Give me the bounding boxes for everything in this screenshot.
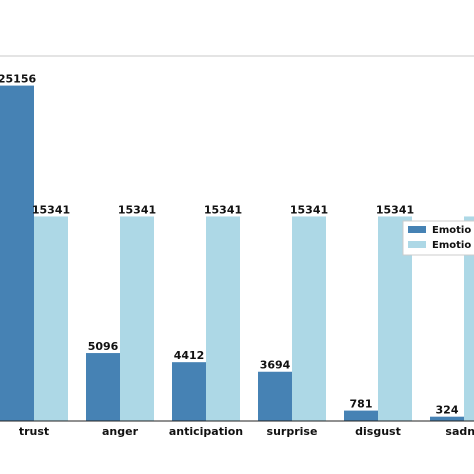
legend-label-series-1: Emotio bbox=[432, 225, 471, 236]
bar-series-2-trust bbox=[34, 216, 68, 421]
bar-series-1-trust bbox=[0, 85, 34, 421]
data-label-series-1-anticipation: 4412 bbox=[174, 349, 205, 362]
legend-swatch-series-1 bbox=[408, 226, 426, 233]
bars-group bbox=[0, 85, 474, 421]
bar-series-1-anger bbox=[86, 353, 120, 421]
legend-box bbox=[402, 220, 474, 256]
data-label-series-1-trust: 25156 bbox=[0, 73, 36, 86]
x-tick-label-disgust: disgust bbox=[355, 425, 401, 438]
bar-series-2-sadne bbox=[464, 216, 474, 421]
bar-series-1-disgust bbox=[344, 410, 378, 421]
data-labels-group: 25156 15341 5096 15341 4412 15341 3694 15341 781… bbox=[0, 73, 474, 417]
data-label-series-1-sadne: 324 bbox=[436, 404, 459, 417]
bar-series-2-anger bbox=[120, 216, 154, 421]
x-tick-label-sadne: sadne bbox=[445, 425, 474, 438]
x-tick-label-trust: trust bbox=[19, 425, 49, 438]
data-label-series-1-anger: 5096 bbox=[88, 340, 119, 353]
bar-series-2-anticipation bbox=[206, 216, 240, 421]
data-label-series-2-anger: 15341 bbox=[118, 203, 156, 216]
x-tick-label-anticipation: anticipation bbox=[169, 425, 243, 438]
bar-series-2-surprise bbox=[292, 216, 326, 421]
x-tick-label-anger: anger bbox=[102, 425, 139, 438]
x-tick-labels-group: trust anger anticipation surprise disgust sad… bbox=[19, 425, 474, 438]
data-label-series-1-surprise: 3694 bbox=[260, 359, 291, 372]
data-label-series-1-disgust: 781 bbox=[350, 398, 373, 411]
legend-label-series-2: Emotio bbox=[432, 240, 471, 251]
legend: Emotio Emotio bbox=[402, 220, 474, 256]
data-label-series-2-trust: 15341 bbox=[32, 203, 70, 216]
data-label-series-2-surprise: 15341 bbox=[290, 203, 328, 216]
bar-series-1-surprise bbox=[258, 371, 292, 421]
data-label-series-2-disgust: 15341 bbox=[376, 203, 414, 216]
bar-series-1-sadne bbox=[430, 416, 464, 421]
data-label-series-2-anticipation: 15341 bbox=[204, 203, 242, 216]
legend-swatch-series-2 bbox=[408, 241, 426, 248]
x-tick-label-surprise: surprise bbox=[267, 425, 318, 438]
bar-series-1-anticipation bbox=[172, 362, 206, 421]
